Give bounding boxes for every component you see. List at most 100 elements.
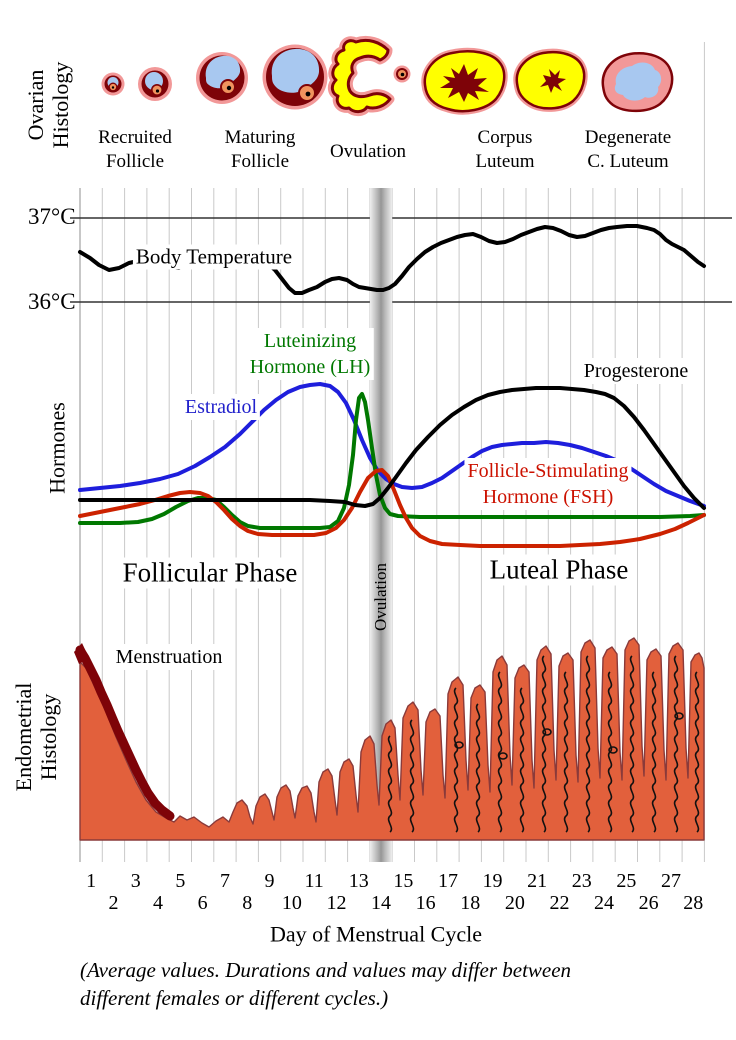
day-label-13: 13 <box>348 870 369 892</box>
spiral-artery <box>673 655 679 833</box>
hormones-axis-label: Hormones <box>45 402 70 494</box>
ovarian-axis-line2: Histology <box>48 61 73 149</box>
day-label-9: 9 <box>264 870 275 892</box>
stage-line1: Recruited <box>98 127 172 148</box>
body-temperature-label: Body Temperature <box>132 244 296 270</box>
day-label-11: 11 <box>304 870 324 892</box>
lh-label-line2: Hormone (LH) <box>249 356 371 378</box>
hormones-axis-text: Hormones <box>44 402 70 494</box>
regressing-corpus-luteum-icon <box>513 48 588 112</box>
follicular-phase-label: Follicular Phase <box>119 557 301 589</box>
stage-label-maturing-follicle: Maturing Follicle <box>225 126 296 174</box>
day-label-26: 26 <box>638 892 659 914</box>
stage-line1: Corpus <box>477 127 533 148</box>
spiral-artery <box>519 687 525 833</box>
stage-label-ovulation: Ovulation <box>330 140 406 164</box>
day-label-28: 28 <box>683 892 704 914</box>
ovulation-bar-text: Ovulation <box>371 563 390 631</box>
endometrial-histology-axis-label: Endometrial Histology <box>11 683 61 792</box>
endometrial-axis-line1: Endometrial <box>11 682 36 792</box>
stage-line1: Degenerate <box>584 127 672 148</box>
day-label-24: 24 <box>594 892 615 914</box>
day-label-6: 6 <box>197 892 208 914</box>
footnote-line2: different females or different cycles.) <box>80 986 389 1010</box>
menstruation-band-tip <box>74 643 89 664</box>
day-label-10: 10 <box>281 892 302 914</box>
spiral-artery-loop <box>674 712 684 720</box>
day-label-20: 20 <box>504 892 525 914</box>
spiral-artery <box>563 671 569 833</box>
corpus-luteum-core <box>440 64 489 102</box>
menstruation-band <box>75 645 175 821</box>
temp-37c-label: 37°C <box>28 204 76 230</box>
day-label-12: 12 <box>326 892 347 914</box>
spiral-artery-loop <box>542 728 552 736</box>
fsh-label-line2: Hormone (FSH) <box>482 486 614 508</box>
menstruation-text: Menstruation <box>115 646 223 668</box>
day-label-2: 2 <box>108 892 119 914</box>
x-axis-title: Day of Menstrual Cycle <box>270 922 482 947</box>
stage-line2: Follicle <box>105 151 165 172</box>
ovulation-bar <box>369 188 393 862</box>
follicular-phase-text: Follicular Phase <box>122 557 298 588</box>
spiral-artery-loop <box>498 752 508 760</box>
temp-36c-label: 36°C <box>28 289 76 315</box>
luteal-phase-text: Luteal Phase <box>489 554 629 585</box>
menstruation-label: Menstruation <box>112 644 226 670</box>
day-label-8: 8 <box>242 892 253 914</box>
day-label-5: 5 <box>175 870 186 892</box>
spiral-artery <box>475 703 481 833</box>
estradiol-text: Estradiol <box>184 396 258 418</box>
spiral-arteries <box>387 655 700 833</box>
progesterone-label: Progesterone <box>580 358 692 384</box>
stage-line1: Ovulation <box>330 141 406 162</box>
day-label-7: 7 <box>219 870 230 892</box>
day-label-15: 15 <box>393 870 414 892</box>
maturing-follicle-icon <box>196 52 248 104</box>
stage-label-recruited-follicle: Recruited Follicle <box>98 126 172 174</box>
spiral-artery <box>497 671 503 833</box>
spiral-artery <box>585 655 591 833</box>
lh-label: Luteinizing Hormone (LH) <box>246 328 374 380</box>
follicle-stimulating-hormone-curve <box>78 468 706 548</box>
day-label-18: 18 <box>460 892 481 914</box>
day-label-25: 25 <box>616 870 637 892</box>
x-axis-title-text: Day of Menstrual Cycle <box>270 921 482 947</box>
ovarian-histology-axis-label: Ovarian Histology <box>23 62 73 149</box>
luteal-phase-label: Luteal Phase <box>486 554 632 586</box>
day-label-1: 1 <box>86 870 97 892</box>
spiral-artery <box>453 687 459 833</box>
day-label-3: 3 <box>130 870 141 892</box>
spiral-artery <box>409 719 415 833</box>
endometrium-shape <box>79 637 705 841</box>
spiral-artery <box>629 655 635 833</box>
spiral-artery <box>651 671 657 833</box>
stage-label-corpus-luteum: Corpus Luteum <box>475 126 534 174</box>
temp-36c-text: 36°C <box>28 289 76 314</box>
degenerate-core <box>614 62 662 101</box>
recruited-follicle-small-icon <box>101 72 125 96</box>
footnote: (Average values. Durations and values ma… <box>80 956 571 1012</box>
spiral-artery <box>387 735 393 833</box>
ovulation-burst-icon <box>327 35 411 117</box>
spiral-artery <box>541 655 547 833</box>
day-label-14: 14 <box>371 892 392 914</box>
progesterone-curve <box>78 386 706 510</box>
lh-label-line1: Luteinizing <box>263 330 357 352</box>
body-temperature-text: Body Temperature <box>135 244 293 269</box>
day-label-17: 17 <box>437 870 458 892</box>
day-label-19: 19 <box>482 870 503 892</box>
stage-label-degenerate-corpus-luteum: Degenerate C. Luteum <box>585 126 672 174</box>
released-ovum-icon <box>393 65 411 83</box>
ovulation-bar-label: Ovulation <box>371 563 391 631</box>
estradiol-label: Estradiol <box>181 394 261 420</box>
progesterone-text: Progesterone <box>583 360 689 382</box>
chart-curves <box>78 224 706 548</box>
footnote-line1: (Average values. Durations and values ma… <box>80 958 572 982</box>
endometrium-drawing <box>74 637 705 841</box>
fsh-label: Follicle-Stimulating Hormone (FSH) <box>464 458 632 510</box>
endometrial-axis-line2: Histology <box>36 693 61 781</box>
day-label-21: 21 <box>527 870 548 892</box>
mature-follicle-icon <box>262 44 328 110</box>
